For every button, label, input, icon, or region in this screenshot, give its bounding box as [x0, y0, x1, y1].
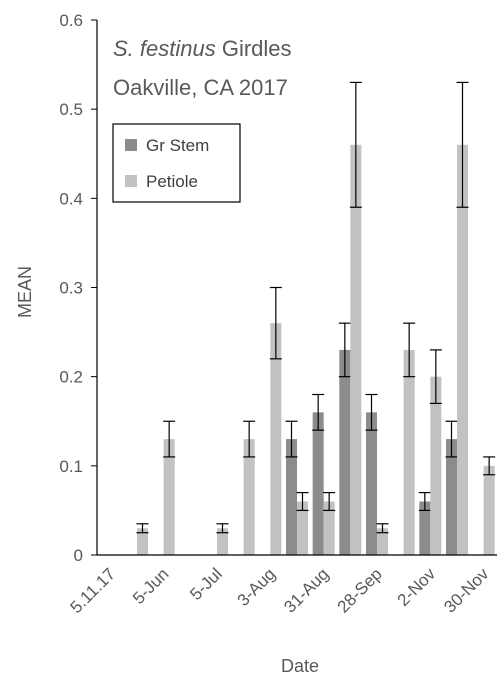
y-axis-title: MEAN [15, 266, 35, 318]
bar-petiole [377, 528, 388, 555]
chart-title-species: S. festinus [113, 36, 216, 61]
x-tick-label: 5.11.17 [67, 564, 120, 617]
x-tick-label: 30-Nov [440, 564, 493, 617]
plot-area [136, 81, 496, 556]
bar-petiole [457, 144, 468, 556]
chart-title: S. festinus Girdles [113, 36, 292, 61]
y-tick-label: 0.5 [59, 100, 83, 119]
bar-petiole [323, 501, 335, 555]
bar-gr-stem [446, 439, 457, 555]
x-tick-label: 2-Nov [394, 564, 440, 610]
bar-petiole [297, 501, 308, 555]
x-tick-label: 28-Sep [334, 564, 386, 616]
bar-petiole [430, 376, 442, 555]
y-tick-label: 0.1 [59, 457, 83, 476]
y-tick-label: 0.3 [59, 279, 83, 298]
legend-label-gr-stem: Gr Stem [146, 136, 209, 155]
legend: Gr Stem Petiole [112, 123, 241, 203]
bar-petiole [217, 528, 228, 555]
bar-gr-stem [339, 349, 351, 555]
bar-gr-stem [286, 439, 297, 555]
y-axis: 0 0.1 0.2 0.3 0.4 0.5 0.6 [59, 11, 98, 565]
bar-petiole [243, 439, 255, 555]
legend-swatch-petiole [125, 175, 137, 187]
bar-gr-stem [366, 412, 377, 555]
x-tick-label: 3-Aug [234, 564, 280, 610]
bar-petiole [350, 144, 362, 556]
x-axis-title: Date [281, 656, 319, 676]
bar-petiole [483, 465, 495, 555]
y-tick-label: 0.2 [59, 368, 83, 387]
legend-label-petiole: Petiole [146, 172, 198, 191]
bar-petiole [270, 323, 282, 555]
bar-petiole [163, 439, 175, 555]
bar-petiole [403, 349, 415, 555]
legend-box [112, 123, 241, 203]
bar-petiole [137, 528, 148, 555]
legend-swatch-gr-stem [125, 139, 137, 151]
chart-subtitle: Oakville, CA 2017 [113, 75, 288, 100]
x-tick-label: 31-Aug [280, 564, 332, 616]
y-tick-label: 0.4 [59, 189, 83, 208]
x-axis: 5.11.17 5-Jun 5-Jul 3-Aug 31-Aug 28-Sep 2-Nov 3… [67, 554, 497, 617]
y-tick-label: 0 [74, 546, 83, 565]
y-tick-label: 0.6 [59, 11, 83, 30]
bar-gr-stem [419, 501, 431, 555]
x-tick-label: 5-Jun [129, 564, 173, 608]
x-tick-label: 5-Jul [186, 564, 225, 603]
bar-gr-stem [312, 412, 324, 555]
chart-title-rest: Girdles [216, 36, 292, 61]
